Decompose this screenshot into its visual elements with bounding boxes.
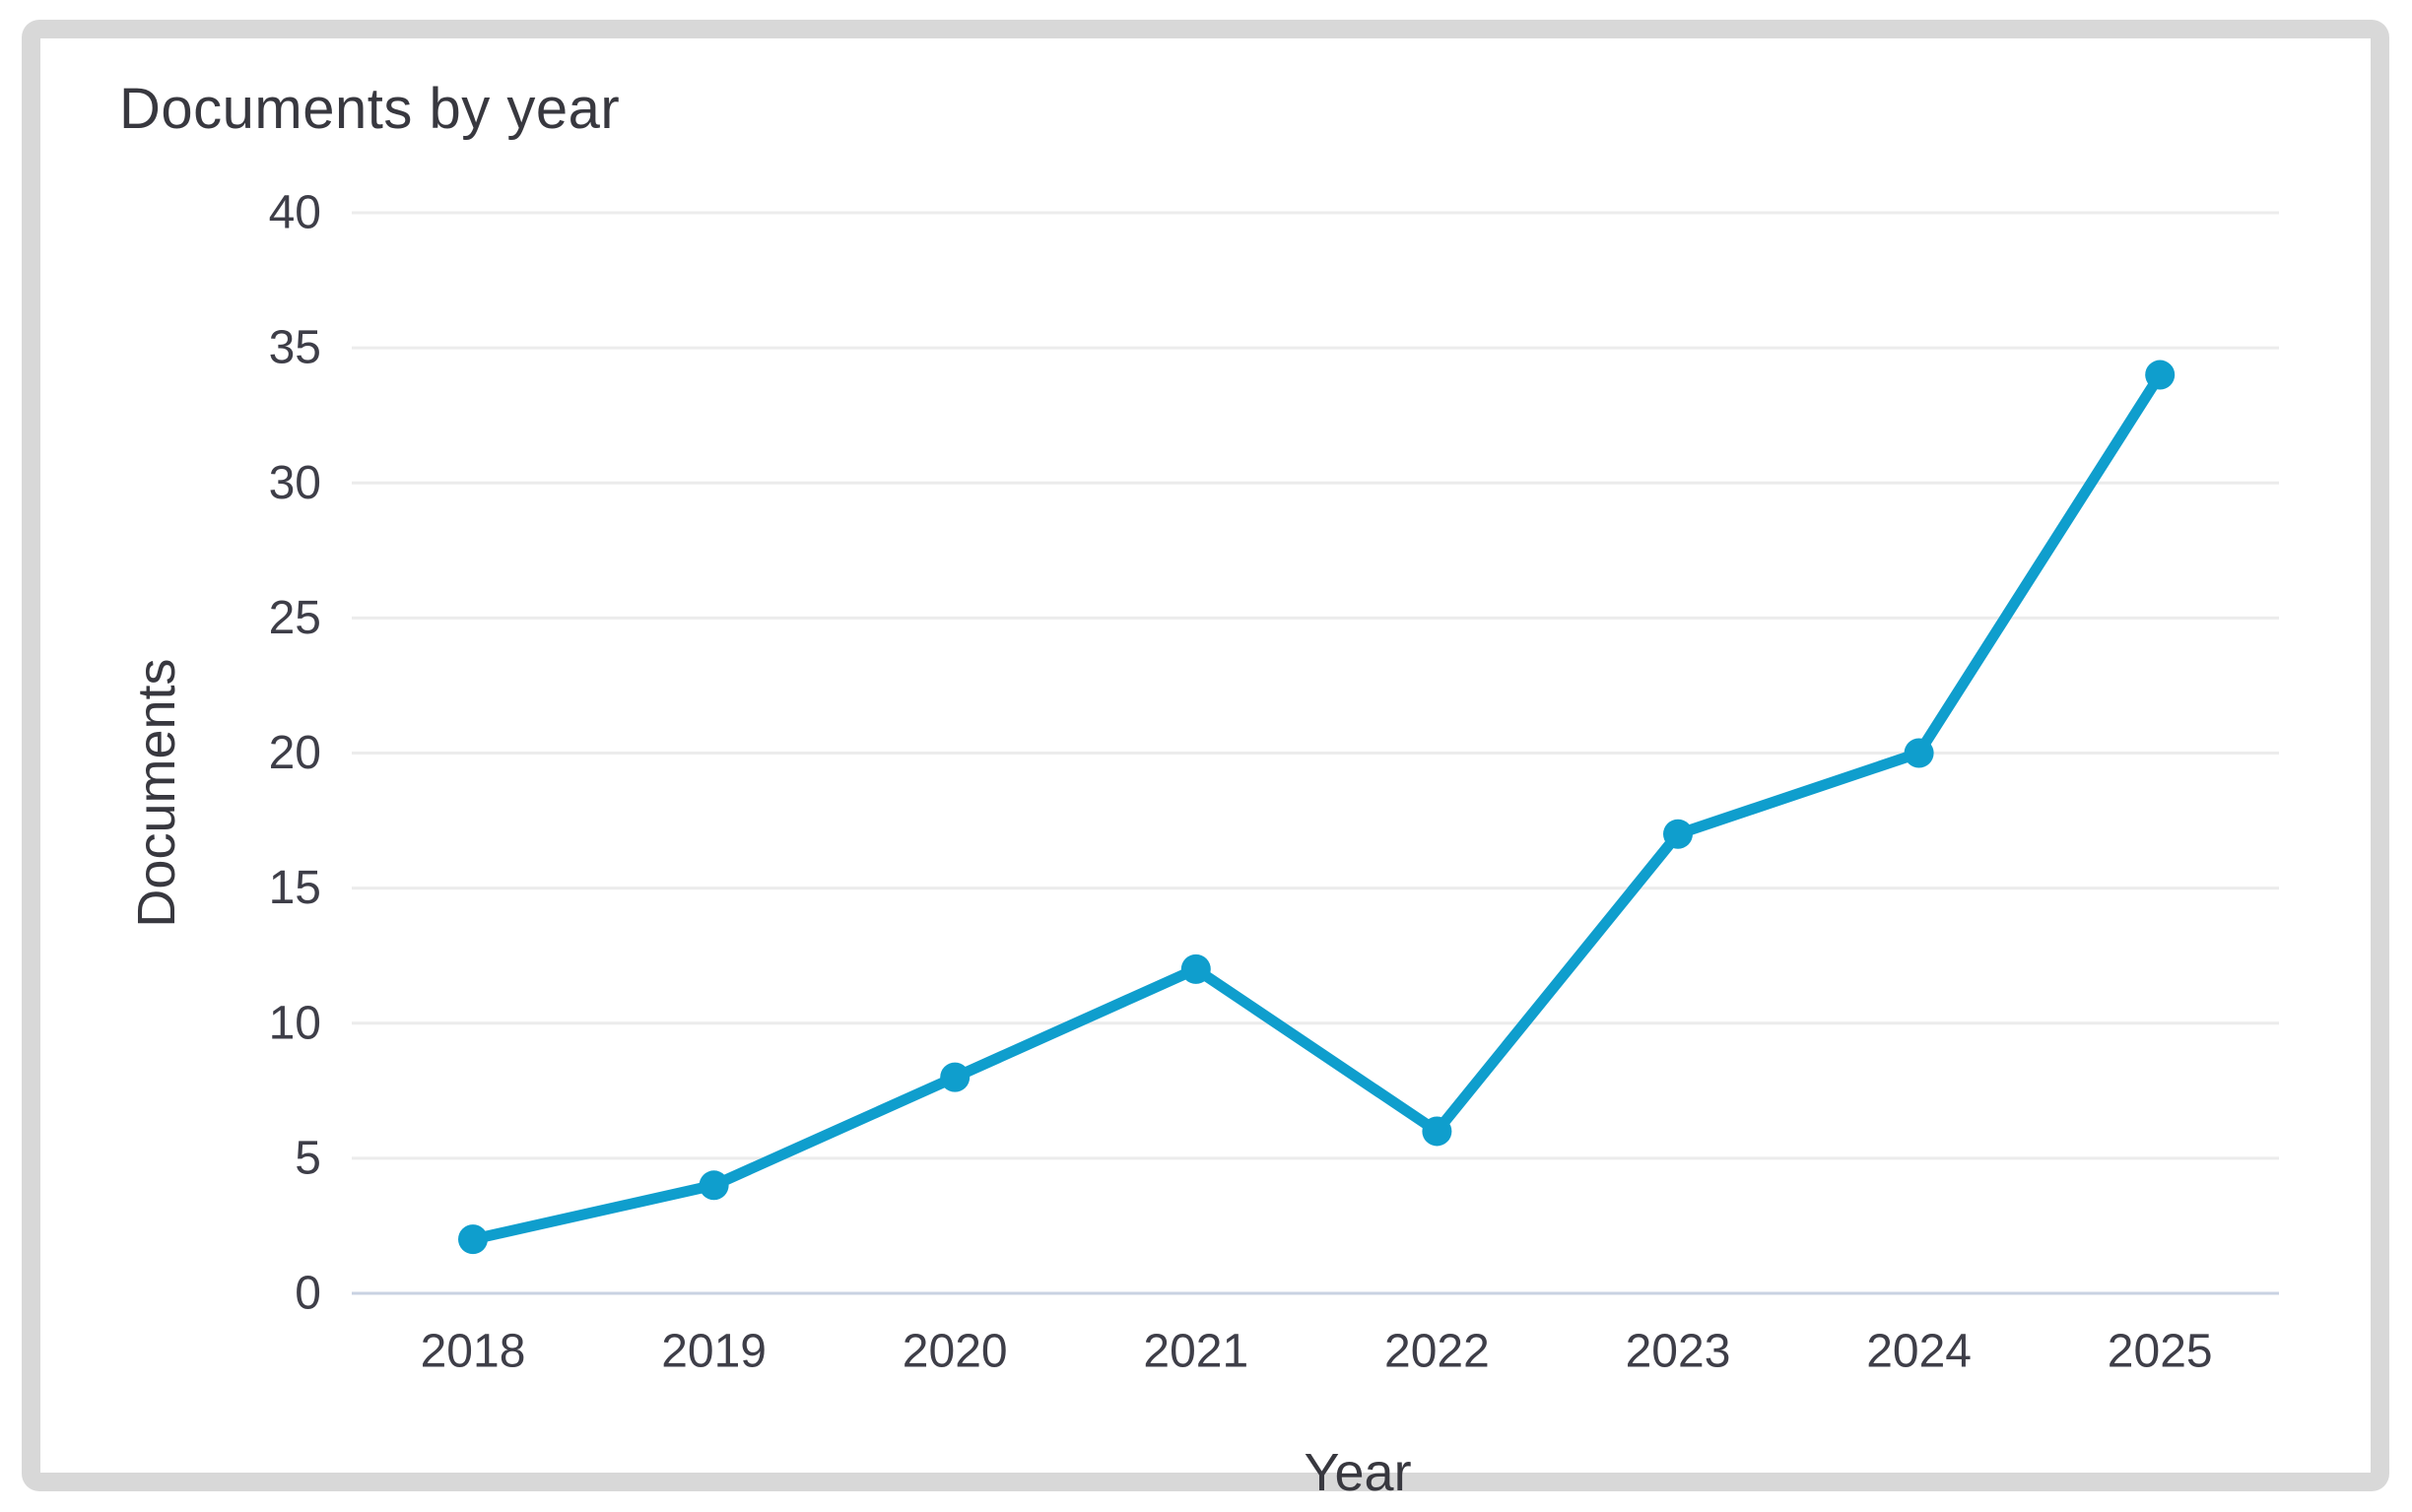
data-point-2018[interactable]: [458, 1224, 488, 1255]
x-tick-label-2023: 2023: [1626, 1326, 1731, 1378]
y-tick-label-25: 25: [269, 592, 321, 644]
data-point-2025[interactable]: [2145, 360, 2176, 390]
chart-title: Documents by year: [119, 77, 621, 141]
y-tick-label-40: 40: [269, 187, 321, 239]
y-tick-label-5: 5: [295, 1132, 321, 1184]
data-point-2020[interactable]: [940, 1062, 971, 1092]
data-point-2019[interactable]: [699, 1170, 729, 1201]
x-tick-label-2018: 2018: [421, 1326, 526, 1378]
trend-line-documents: [467, 369, 2166, 1245]
x-tick-label-2021: 2021: [1143, 1326, 1248, 1378]
x-tick-label-2024: 2024: [1866, 1326, 1972, 1378]
chart-card: Documents by year Documents Year: [22, 20, 2389, 1502]
x-tick-label-2022: 2022: [1384, 1326, 1490, 1378]
data-point-2021[interactable]: [1180, 953, 1211, 984]
data-point-2024[interactable]: [1904, 738, 1934, 768]
y-tick-label-35: 35: [269, 322, 321, 374]
y-tick-label-20: 20: [269, 727, 321, 779]
x-tick-label-2019: 2019: [661, 1326, 767, 1378]
y-tick-label-0: 0: [295, 1268, 321, 1320]
x-axis-label: Year: [1304, 1443, 1412, 1502]
y-tick-label-15: 15: [269, 862, 321, 914]
data-point-2023[interactable]: [1663, 819, 1693, 849]
x-tick-label-2020: 2020: [903, 1326, 1008, 1378]
y-tick-label-30: 30: [269, 457, 321, 509]
y-tick-label-10: 10: [269, 997, 321, 1049]
x-tick-label-2025: 2025: [2108, 1326, 2213, 1378]
data-point-2022[interactable]: [1422, 1116, 1452, 1147]
